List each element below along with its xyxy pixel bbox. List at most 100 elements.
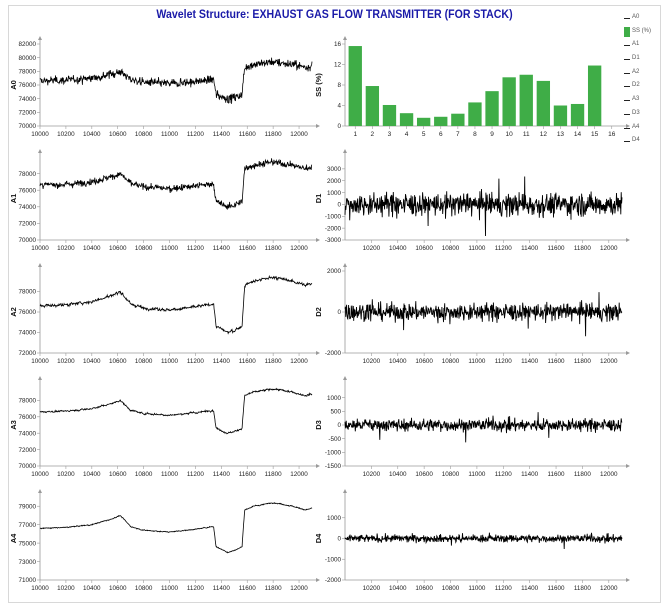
x-tick-label: 10800	[442, 245, 460, 252]
x-axis-arrow	[626, 238, 630, 242]
series-a0	[39, 57, 313, 104]
x-tick-label: 11200	[187, 245, 205, 252]
x-tick-label: 10600	[109, 358, 127, 365]
x-tick-label: 10400	[389, 585, 407, 592]
x-tick-label: 11800	[265, 358, 283, 365]
y-tick-label: 76000	[18, 414, 36, 421]
x-tick-label: 11800	[574, 358, 592, 365]
x-tick-label: 16	[608, 131, 616, 138]
x-tick-label: 11600	[548, 245, 566, 252]
x-tick-label: 11000	[161, 471, 179, 478]
legend-swatch	[624, 59, 630, 61]
y-tick-label: 76000	[18, 187, 36, 194]
legend-swatch	[624, 18, 630, 19]
x-axis-arrow	[316, 351, 320, 355]
x-axis-arrow	[316, 124, 320, 128]
bar-12	[536, 80, 551, 126]
legend-label: A1	[632, 41, 640, 48]
panel-d3: D3 -1500 -1000 -500 0 500 1000 10200 10400 10600 1…	[314, 376, 630, 478]
x-tick-label: 11000	[161, 585, 179, 592]
x-tick-label: 10200	[363, 358, 381, 365]
y-tick-label: 76000	[18, 309, 36, 316]
series-a3	[39, 387, 313, 435]
legend-swatch	[624, 86, 630, 88]
y-axis-arrow	[38, 149, 42, 153]
y-tick-label: 72000	[18, 110, 36, 117]
bar-11	[519, 74, 533, 126]
y-tick-label: 74000	[18, 96, 36, 103]
x-tick-label: 8	[473, 131, 477, 138]
x-tick-label: 11200	[495, 358, 513, 365]
x-tick-label: 12000	[600, 358, 618, 365]
x-tick-label: 11	[523, 131, 530, 138]
bar-10	[502, 77, 516, 126]
y-tick-label: 74000	[18, 430, 36, 437]
x-tick-label: 10200	[57, 131, 75, 138]
panel-d1: D1 -3000 -2000 -1000 0 1000 2000 3000 10200 10400…	[314, 149, 630, 252]
y-tick-label: 0	[337, 123, 341, 130]
x-tick-label: 11600	[548, 358, 566, 365]
x-tick-label: 10000	[31, 245, 49, 252]
y-axis-arrow	[38, 36, 42, 40]
bar-3	[382, 104, 397, 126]
y-tick-label: 72000	[18, 221, 36, 228]
legend-swatch	[624, 72, 630, 74]
y-tick-label: 78000	[18, 171, 36, 178]
x-axis-arrow	[316, 578, 320, 582]
x-tick-label: 11400	[213, 471, 231, 478]
x-tick-label: 11200	[495, 585, 513, 592]
x-tick-label: 11400	[521, 358, 539, 365]
legend-label: A0	[632, 14, 640, 20]
figure-title: Wavelet Structure: EXHAUST GAS FLOW TRAN…	[156, 9, 513, 21]
x-tick-label: 11200	[495, 471, 513, 478]
y-tick-label: 78000	[18, 398, 36, 405]
x-tick-label: 10200	[57, 471, 75, 478]
legend-item: A0	[624, 12, 664, 26]
x-tick-label: 10200	[57, 358, 75, 365]
x-tick-label: 11200	[187, 131, 205, 138]
series-d2	[344, 292, 623, 337]
legend-label: D2	[632, 82, 640, 89]
legend-item: D1	[624, 53, 664, 67]
ylabel-a0: A0	[9, 80, 18, 90]
x-axis-arrow	[626, 124, 630, 128]
x-tick-label: 12000	[600, 585, 618, 592]
legend-label: A2	[632, 68, 640, 75]
y-tick-label: -1000	[325, 213, 342, 220]
y-tick-label: 72000	[18, 350, 36, 357]
y-tick-label: 71000	[18, 577, 36, 584]
x-tick-label: 13	[557, 131, 565, 138]
y-axis-arrow	[38, 263, 42, 267]
x-tick-label: 10600	[109, 131, 127, 138]
y-axis-arrow	[343, 149, 347, 153]
bar-2	[365, 86, 380, 126]
panel-a3: A3 70000 72000 74000 76000 78000 10000 10200 104…	[9, 376, 320, 478]
legend-item: D4	[624, 135, 664, 149]
x-tick-label: 12000	[600, 245, 618, 252]
y-tick-label: 82000	[18, 41, 36, 48]
y-tick-label: 70000	[18, 237, 36, 244]
legend-label: A3	[632, 96, 640, 103]
x-axis-arrow	[626, 578, 630, 582]
y-tick-label: 0	[337, 202, 341, 209]
x-tick-label: 10800	[135, 471, 153, 478]
x-tick-label: 10200	[363, 245, 381, 252]
x-tick-label: 11800	[265, 245, 283, 252]
x-tick-label: 10800	[135, 358, 153, 365]
x-tick-label: 11600	[239, 471, 257, 478]
bar-15	[587, 65, 602, 126]
y-tick-label: -3000	[325, 237, 342, 244]
ylabel-d4: D4	[314, 533, 323, 543]
series-a4	[39, 501, 313, 554]
x-tick-label: 11400	[521, 471, 539, 478]
y-tick-label: 78000	[18, 69, 36, 76]
x-tick-label: 10800	[135, 131, 153, 138]
x-tick-label: 10200	[57, 245, 75, 252]
x-tick-label: 11800	[265, 585, 283, 592]
x-tick-label: 10400	[83, 585, 101, 592]
y-tick-label: 12	[334, 62, 342, 69]
bar-13	[553, 105, 568, 126]
y-tick-label: 0	[337, 422, 341, 429]
y-axis-arrow	[343, 376, 347, 380]
y-tick-label: 74000	[18, 204, 36, 211]
